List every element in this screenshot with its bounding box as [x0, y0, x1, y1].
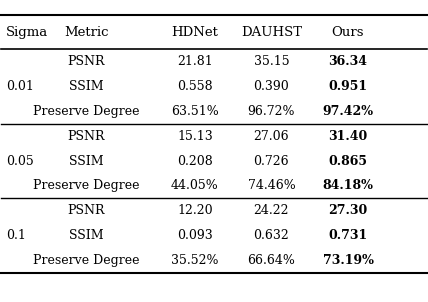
Text: 96.72%: 96.72% — [248, 105, 295, 118]
Text: Preserve Degree: Preserve Degree — [33, 254, 140, 267]
Text: DAUHST: DAUHST — [241, 26, 302, 39]
Text: 0.390: 0.390 — [253, 80, 289, 93]
Text: Preserve Degree: Preserve Degree — [33, 179, 140, 192]
Text: Ours: Ours — [332, 26, 364, 39]
Text: 35.15: 35.15 — [254, 55, 289, 68]
Text: SSIM: SSIM — [69, 229, 104, 242]
Text: PSNR: PSNR — [68, 130, 105, 143]
Text: 27.06: 27.06 — [254, 130, 289, 143]
Text: 0.01: 0.01 — [6, 80, 33, 93]
Text: 24.22: 24.22 — [254, 204, 289, 217]
Text: Metric: Metric — [64, 26, 109, 39]
Text: 74.46%: 74.46% — [247, 179, 295, 192]
Text: SSIM: SSIM — [69, 155, 104, 168]
Text: 66.64%: 66.64% — [247, 254, 295, 267]
Text: HDNet: HDNet — [172, 26, 218, 39]
Text: 63.51%: 63.51% — [171, 105, 219, 118]
Text: 0.093: 0.093 — [177, 229, 213, 242]
Text: 44.05%: 44.05% — [171, 179, 219, 192]
Text: 21.81: 21.81 — [177, 55, 213, 68]
Text: Sigma: Sigma — [6, 26, 48, 39]
Text: 27.30: 27.30 — [328, 204, 368, 217]
Text: 73.19%: 73.19% — [323, 254, 373, 267]
Text: PSNR: PSNR — [68, 55, 105, 68]
Text: 0.726: 0.726 — [254, 155, 289, 168]
Text: 0.05: 0.05 — [6, 155, 33, 168]
Text: 0.731: 0.731 — [328, 229, 368, 242]
Text: 84.18%: 84.18% — [323, 179, 373, 192]
Text: 12.20: 12.20 — [177, 204, 213, 217]
Text: PSNR: PSNR — [68, 204, 105, 217]
Text: 0.632: 0.632 — [253, 229, 289, 242]
Text: 0.558: 0.558 — [177, 80, 213, 93]
Text: 35.52%: 35.52% — [171, 254, 219, 267]
Text: 31.40: 31.40 — [328, 130, 368, 143]
Text: 36.34: 36.34 — [328, 55, 368, 68]
Text: 0.951: 0.951 — [328, 80, 368, 93]
Text: Preserve Degree: Preserve Degree — [33, 105, 140, 118]
Text: 97.42%: 97.42% — [322, 105, 374, 118]
Text: 0.208: 0.208 — [177, 155, 213, 168]
Text: 15.13: 15.13 — [177, 130, 213, 143]
Text: 0.1: 0.1 — [6, 229, 26, 242]
Text: SSIM: SSIM — [69, 80, 104, 93]
Text: 0.865: 0.865 — [328, 155, 368, 168]
